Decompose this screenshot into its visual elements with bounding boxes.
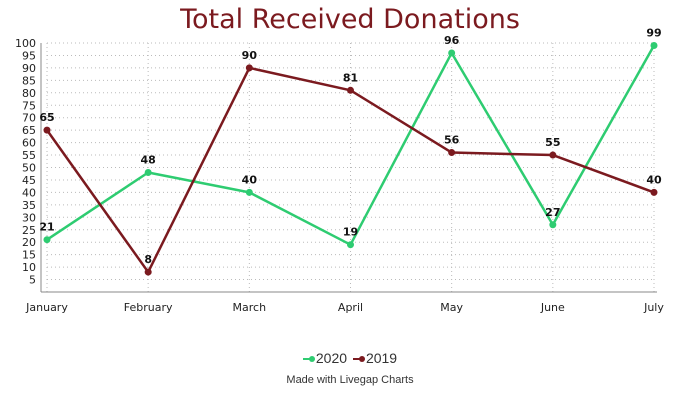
- data-label-2020-july: 99: [646, 26, 661, 39]
- data-label-2020-april: 19: [343, 226, 358, 239]
- y-tick-label-45: 45: [22, 174, 36, 187]
- y-tick-label-55: 55: [22, 149, 36, 162]
- point-2019-july[interactable]: [650, 188, 658, 196]
- label-layer: 21 48 40 19 96 27 99 65 8 90 81 56 55 40: [39, 26, 662, 266]
- data-label-2019-may: 56: [444, 134, 460, 147]
- data-label-2020-may: 96: [444, 34, 460, 47]
- y-tick-label-80: 80: [22, 87, 36, 100]
- x-tick-label-january: January: [25, 301, 68, 314]
- x-tick-label-july: July: [643, 301, 664, 314]
- y-tick-label-85: 85: [22, 74, 36, 87]
- legend-swatch-2019: [352, 358, 361, 361]
- legend-swatch-2020: [302, 358, 311, 361]
- y-tick-label-5: 5: [29, 274, 36, 287]
- data-label-2020-june: 27: [545, 206, 560, 219]
- y-tick-label-30: 30: [22, 211, 36, 224]
- y-tick-label-95: 95: [22, 49, 36, 62]
- point-2020-february[interactable]: [144, 168, 152, 176]
- credit-text: Made with Livegap Charts: [286, 374, 414, 386]
- y-tick-label-25: 25: [22, 224, 36, 237]
- data-label-2020-january: 21: [39, 221, 54, 234]
- x-tick-label-february: February: [124, 301, 173, 314]
- data-label-2019-april: 81: [343, 71, 358, 84]
- point-2019-april[interactable]: [347, 86, 354, 94]
- y-tick-label-75: 75: [22, 99, 36, 112]
- point-2019-march[interactable]: [245, 64, 253, 72]
- data-label-2020-march: 40: [242, 173, 258, 186]
- y-tick-label-40: 40: [22, 186, 36, 199]
- legend-item-2019[interactable]: 2019: [352, 350, 398, 366]
- data-label-2019-june: 55: [545, 136, 560, 149]
- data-label-2019-july: 40: [646, 173, 662, 186]
- point-2019-may[interactable]: [448, 149, 456, 157]
- y-tick-label-20: 20: [22, 236, 36, 249]
- y-tick-label-90: 90: [22, 62, 36, 75]
- point-2019-june[interactable]: [549, 151, 557, 159]
- y-tick-label-70: 70: [22, 112, 36, 125]
- legend-dot-2020: [308, 356, 315, 363]
- grid-layer: [46, 42, 655, 292]
- y-tick-label-65: 65: [22, 124, 36, 137]
- point-2020-july[interactable]: [650, 41, 658, 49]
- point-2019-january[interactable]: [43, 126, 51, 134]
- x-tick-label-may: May: [440, 301, 463, 314]
- y-tick-label-100: 100: [15, 37, 36, 50]
- point-2020-april[interactable]: [347, 241, 354, 249]
- x-tick-label-march: March: [233, 301, 267, 314]
- legend: 2020 2019: [0, 350, 700, 366]
- legend-label-2019: 2019: [365, 350, 398, 366]
- point-2020-may[interactable]: [448, 49, 456, 57]
- series-layer: [43, 41, 658, 276]
- legend-dot-2019: [358, 356, 365, 363]
- legend-item-2020[interactable]: 2020: [302, 350, 348, 366]
- y-tick-label-10: 10: [22, 261, 36, 274]
- y-tick-label-60: 60: [22, 137, 36, 150]
- x-tick-label-june: June: [540, 301, 565, 314]
- y-tick-label-35: 35: [22, 199, 36, 212]
- legend-label-2020: 2020: [315, 350, 348, 366]
- y-tick-label-15: 15: [22, 249, 36, 262]
- data-label-2019-march: 90: [242, 49, 258, 62]
- data-label-2019-february: 8: [144, 253, 152, 266]
- axis-layer: 5101520253035404550556065707580859095100…: [15, 37, 664, 314]
- x-tick-label-april: April: [338, 301, 363, 314]
- point-2020-june[interactable]: [549, 221, 557, 229]
- data-label-2020-february: 48: [141, 153, 156, 166]
- point-2019-february[interactable]: [144, 268, 152, 276]
- data-label-2019-january: 65: [39, 111, 54, 124]
- point-2020-march[interactable]: [245, 188, 253, 196]
- chart-title: Total Received Donations: [180, 4, 520, 35]
- point-2020-january[interactable]: [43, 236, 51, 244]
- y-tick-label-50: 50: [22, 162, 36, 175]
